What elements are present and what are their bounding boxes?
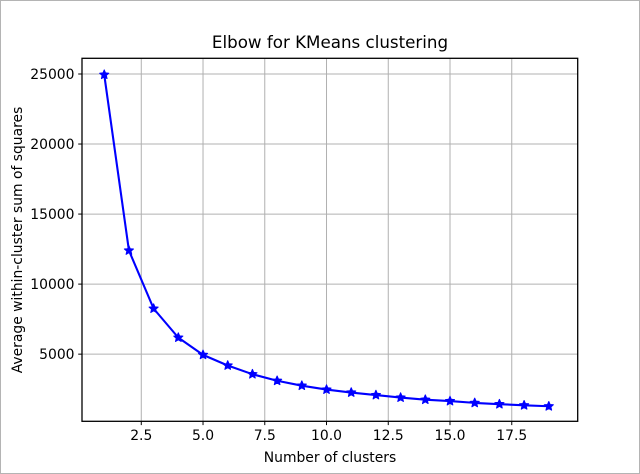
x-axis-label: Number of clusters [264, 450, 397, 466]
data-point-star-icon [469, 397, 480, 408]
data-point-star-icon [197, 349, 209, 360]
data-point-star-icon [543, 400, 554, 411]
data-point-star-icon [346, 387, 357, 397]
x-tick-label: 12.5 [373, 428, 404, 444]
data-point-star-icon [148, 303, 159, 313]
x-tick-label: 17.5 [496, 428, 527, 444]
plot-border [81, 57, 579, 422]
y-axis-label: Average within-cluster sum of squares [10, 107, 26, 374]
data-point-star-icon [247, 368, 258, 379]
y-tick-label: 5000 [39, 347, 74, 363]
tick-marks [78, 73, 513, 426]
y-tick-label: 15000 [30, 207, 74, 223]
data-point-star-icon [444, 395, 456, 406]
x-tick-label: 7.5 [254, 428, 276, 444]
data-point-star-icon [519, 399, 530, 410]
y-tick-label: 25000 [30, 67, 74, 83]
data-point-star-icon [222, 360, 233, 370]
y-tick-label: 10000 [30, 277, 74, 293]
data-point-star-icon [420, 394, 431, 405]
data-point-star-icon [296, 380, 307, 391]
data-point-star-icon [123, 245, 134, 255]
x-tick-label: 10.0 [311, 428, 342, 444]
data-point-star-icon [370, 389, 381, 400]
tick-labels: 2.5 5.0 7.5 10.0 12.5 15.0 17.5 5000 10000 15000 2… [30, 67, 527, 444]
data-point-star-icon [272, 375, 283, 386]
x-tick-label: 15.0 [435, 428, 466, 444]
data-point-star-icon [494, 398, 505, 409]
plot-area: 2.5 5.0 7.5 10.0 12.5 15.0 17.5 5000 10000 15000 2… [30, 57, 579, 444]
grid [82, 58, 578, 422]
data-points [99, 69, 554, 411]
y-tick-label: 20000 [30, 137, 74, 153]
data-point-star-icon [99, 69, 110, 80]
data-point-star-icon [321, 384, 332, 394]
data-point-star-icon [395, 392, 406, 402]
data-point-star-icon [173, 332, 184, 342]
x-tick-label: 2.5 [130, 428, 152, 444]
chart-title: Elbow for KMeans clustering [212, 32, 448, 52]
x-tick-label: 5.0 [192, 428, 214, 444]
